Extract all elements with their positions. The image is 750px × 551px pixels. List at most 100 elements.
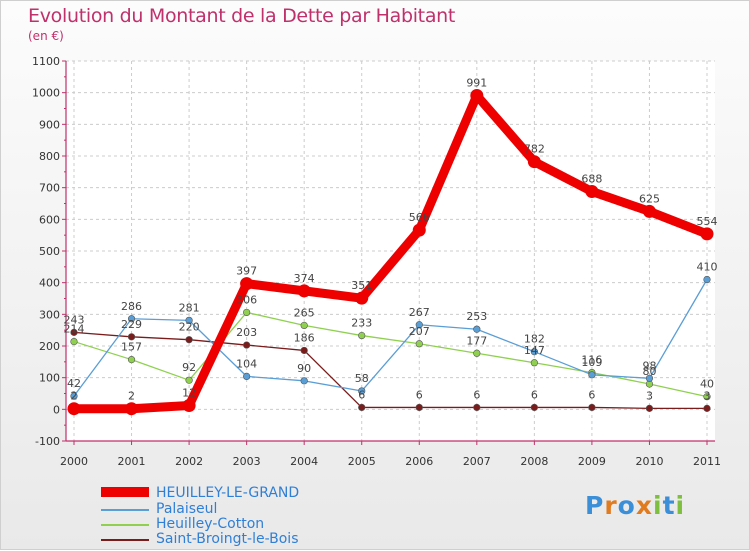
- data-label: 253: [466, 310, 487, 323]
- data-point: [300, 346, 308, 355]
- data-label: 625: [639, 192, 660, 205]
- series-line-0: [69, 91, 712, 414]
- data-label: 157: [121, 341, 142, 354]
- x-tick-label: 2002: [175, 455, 203, 468]
- y-tick-label: 300: [39, 308, 60, 321]
- data-point: [182, 399, 196, 413]
- series-group: [67, 89, 714, 416]
- legend-swatch-palaiseul: [101, 509, 149, 511]
- x-tick-label: 2009: [578, 455, 606, 468]
- axes: -100 0 100 200 300 400 500 600 700 800 900 1000 1100…: [32, 55, 721, 468]
- x-tick-label: 2000: [60, 455, 88, 468]
- data-label: 229: [121, 318, 142, 331]
- data-point: [412, 223, 426, 237]
- data-point: [530, 359, 538, 367]
- data-label: 267: [409, 306, 430, 319]
- grid-lines: [66, 60, 715, 442]
- data-label: 397: [236, 265, 257, 278]
- data-point: [70, 337, 78, 346]
- logo-letter: r: [604, 491, 618, 520]
- data-label: 42: [67, 377, 81, 390]
- data-point: [473, 349, 481, 357]
- data-point: [300, 321, 308, 330]
- data-point: [300, 377, 308, 385]
- legend-label-heuilley-le-grand: HEUILLEY-LE-GRAND: [156, 485, 300, 501]
- data-point: [700, 227, 714, 241]
- x-tick-label: 2005: [348, 455, 376, 468]
- data-point: [67, 402, 81, 416]
- data-point: [70, 392, 78, 400]
- data-label: 410: [697, 261, 718, 274]
- y-tick-label: 1000: [32, 87, 60, 100]
- data-label: 374: [294, 272, 315, 285]
- series-line-3: [73, 331, 708, 410]
- data-label: 203: [236, 326, 257, 339]
- x-tick-label: 2004: [290, 455, 318, 468]
- y-tick-label: 500: [39, 245, 60, 258]
- x-tick-label: 2008: [520, 455, 548, 468]
- y-tick-label: 900: [39, 118, 60, 131]
- data-point: [703, 404, 711, 412]
- data-label: 243: [64, 313, 85, 326]
- data-label: 220: [179, 321, 200, 334]
- y-tick-label: -100: [35, 435, 60, 448]
- data-label: 3: [704, 389, 711, 402]
- data-label: 58: [355, 372, 369, 385]
- data-label: 186: [294, 331, 315, 344]
- x-tick-label: 2011: [693, 455, 721, 468]
- data-label: 351: [351, 279, 372, 292]
- data-label: 207: [409, 325, 430, 338]
- data-point: [243, 341, 251, 349]
- logo-letter: P: [585, 491, 605, 520]
- data-label: 90: [297, 362, 311, 375]
- series-line-1: [73, 278, 708, 397]
- data-point: [530, 348, 538, 356]
- data-label: 116: [581, 354, 602, 367]
- data-point: [185, 316, 193, 324]
- logo-letter: i: [675, 491, 686, 520]
- y-tick-label: 800: [39, 150, 60, 163]
- data-point: [127, 333, 136, 341]
- data-point: [473, 325, 481, 333]
- data-point: [642, 204, 656, 218]
- y-tick-label: 100: [39, 372, 60, 385]
- data-point: [358, 403, 366, 412]
- data-label: 177: [466, 334, 487, 347]
- y-tick-label: 400: [39, 277, 60, 290]
- x-tick-label: 2006: [405, 455, 433, 468]
- data-label: 286: [121, 300, 142, 313]
- data-point: [358, 387, 366, 395]
- data-point: [243, 308, 251, 317]
- data-point: [415, 321, 423, 329]
- y-tick-label: 1100: [32, 55, 60, 68]
- logo-letter: t: [662, 491, 676, 520]
- data-label: 2: [128, 390, 135, 403]
- data-point: [243, 372, 251, 381]
- data-point: [240, 277, 254, 291]
- data-point: [127, 315, 136, 323]
- data-label: 12: [182, 387, 196, 400]
- y-tick-label: 200: [39, 340, 60, 353]
- data-point: [415, 340, 423, 348]
- data-label: 109: [581, 356, 602, 369]
- data-label: 281: [179, 301, 200, 314]
- y-tick-label: 0: [53, 403, 60, 416]
- data-point: [470, 89, 484, 103]
- x-tick-label: 2003: [233, 455, 261, 468]
- data-label: 6: [416, 388, 423, 401]
- data-point: [588, 371, 596, 379]
- legend-swatch-heuilley-le-grand: [101, 487, 149, 497]
- data-point: [703, 393, 711, 401]
- data-label: 2: [71, 390, 78, 403]
- x-tick-label: 2010: [635, 455, 663, 468]
- data-label: 782: [524, 143, 545, 156]
- data-point: [185, 376, 193, 384]
- data-point: [645, 404, 654, 412]
- logo-letter: i: [653, 491, 663, 520]
- data-label: 40: [700, 378, 714, 391]
- data-point: [297, 284, 311, 298]
- data-label: 6: [588, 388, 595, 401]
- data-label: 98: [642, 359, 656, 372]
